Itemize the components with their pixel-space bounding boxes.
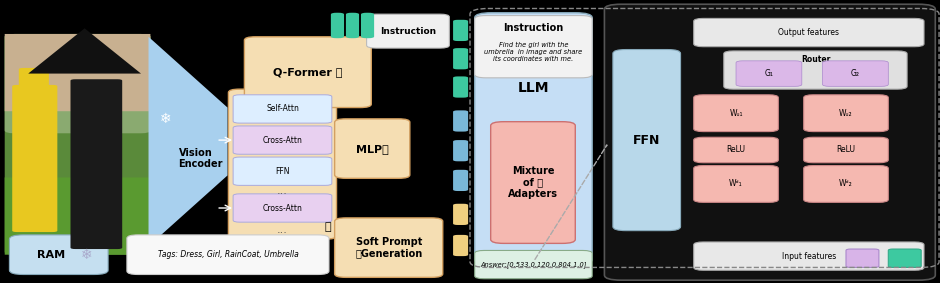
FancyBboxPatch shape bbox=[5, 34, 150, 133]
Text: MLP🔥: MLP🔥 bbox=[356, 143, 388, 154]
FancyBboxPatch shape bbox=[724, 51, 907, 89]
FancyBboxPatch shape bbox=[5, 34, 150, 111]
FancyBboxPatch shape bbox=[361, 13, 374, 38]
FancyBboxPatch shape bbox=[127, 235, 329, 275]
Text: Find the girl with the
umbrella  in image and share
its coordinates with me.: Find the girl with the umbrella in image… bbox=[484, 42, 583, 62]
FancyBboxPatch shape bbox=[19, 68, 49, 108]
Text: Input features: Input features bbox=[782, 252, 836, 261]
FancyBboxPatch shape bbox=[453, 170, 468, 191]
Text: Instruction: Instruction bbox=[380, 27, 436, 36]
Text: 🔥: 🔥 bbox=[324, 222, 331, 232]
Text: Tags: Dress, Girl, RainCoat, Umbrella: Tags: Dress, Girl, RainCoat, Umbrella bbox=[158, 250, 298, 259]
FancyBboxPatch shape bbox=[233, 95, 332, 123]
FancyBboxPatch shape bbox=[694, 137, 778, 163]
FancyBboxPatch shape bbox=[12, 85, 57, 232]
FancyBboxPatch shape bbox=[453, 204, 468, 225]
FancyBboxPatch shape bbox=[736, 61, 802, 86]
Text: Mixture
of 🔥
Adapters: Mixture of 🔥 Adapters bbox=[508, 166, 558, 199]
FancyBboxPatch shape bbox=[694, 18, 924, 47]
FancyBboxPatch shape bbox=[475, 250, 592, 279]
Text: Cross-Attn: Cross-Attn bbox=[262, 136, 303, 145]
Text: Wᵈ₂: Wᵈ₂ bbox=[839, 179, 853, 188]
FancyBboxPatch shape bbox=[244, 37, 371, 108]
FancyBboxPatch shape bbox=[453, 110, 468, 132]
FancyBboxPatch shape bbox=[367, 14, 449, 48]
FancyBboxPatch shape bbox=[604, 4, 935, 280]
Text: Instruction: Instruction bbox=[503, 23, 564, 33]
FancyBboxPatch shape bbox=[233, 126, 332, 154]
Text: Soft Prompt
🔥Generation: Soft Prompt 🔥Generation bbox=[355, 237, 422, 258]
Text: ReLU: ReLU bbox=[727, 145, 745, 155]
FancyBboxPatch shape bbox=[804, 137, 888, 163]
FancyBboxPatch shape bbox=[804, 166, 888, 202]
FancyBboxPatch shape bbox=[822, 61, 888, 86]
FancyBboxPatch shape bbox=[475, 13, 592, 265]
FancyBboxPatch shape bbox=[335, 119, 410, 178]
FancyBboxPatch shape bbox=[453, 140, 468, 161]
FancyBboxPatch shape bbox=[9, 235, 108, 275]
Text: Wᵈ₁: Wᵈ₁ bbox=[729, 179, 743, 188]
Polygon shape bbox=[28, 28, 141, 74]
Text: FFN: FFN bbox=[633, 134, 661, 147]
Text: Cross-Attn: Cross-Attn bbox=[262, 203, 303, 213]
FancyBboxPatch shape bbox=[453, 48, 468, 69]
Text: ReLU: ReLU bbox=[837, 145, 855, 155]
Text: Wᵤ₁: Wᵤ₁ bbox=[729, 109, 743, 118]
FancyBboxPatch shape bbox=[453, 20, 468, 41]
Text: ❄: ❄ bbox=[81, 248, 92, 262]
Text: Answer:[0.533,0.120,0.804,1.0]: Answer:[0.533,0.120,0.804,1.0] bbox=[480, 261, 587, 268]
Text: G₁: G₁ bbox=[764, 69, 774, 78]
Text: Wᵤ₂: Wᵤ₂ bbox=[839, 109, 853, 118]
Text: Output features: Output features bbox=[778, 28, 839, 37]
FancyBboxPatch shape bbox=[331, 13, 344, 38]
Text: G₂: G₂ bbox=[851, 69, 860, 78]
Text: Router: Router bbox=[801, 55, 830, 65]
Text: FFN: FFN bbox=[275, 167, 290, 176]
Text: ❄: ❄ bbox=[551, 49, 568, 68]
Text: ❄: ❄ bbox=[160, 112, 171, 126]
FancyBboxPatch shape bbox=[70, 79, 122, 249]
FancyBboxPatch shape bbox=[694, 95, 778, 132]
FancyBboxPatch shape bbox=[5, 34, 150, 255]
Polygon shape bbox=[149, 37, 227, 246]
FancyBboxPatch shape bbox=[335, 218, 443, 277]
FancyBboxPatch shape bbox=[453, 76, 468, 98]
FancyBboxPatch shape bbox=[228, 89, 337, 239]
FancyBboxPatch shape bbox=[475, 16, 592, 78]
FancyBboxPatch shape bbox=[888, 249, 921, 267]
FancyArrowPatch shape bbox=[535, 145, 607, 260]
Text: Self-Attn: Self-Attn bbox=[266, 104, 299, 113]
FancyBboxPatch shape bbox=[846, 249, 879, 267]
FancyBboxPatch shape bbox=[613, 50, 681, 231]
Text: Q-Former 🔥: Q-Former 🔥 bbox=[274, 67, 342, 77]
FancyBboxPatch shape bbox=[5, 177, 150, 255]
FancyBboxPatch shape bbox=[233, 194, 332, 222]
Text: LLM: LLM bbox=[518, 81, 549, 95]
FancyBboxPatch shape bbox=[491, 122, 575, 243]
Text: ···: ··· bbox=[277, 189, 288, 199]
FancyBboxPatch shape bbox=[694, 166, 778, 202]
Text: ···: ··· bbox=[277, 228, 288, 239]
FancyBboxPatch shape bbox=[453, 235, 468, 256]
FancyBboxPatch shape bbox=[233, 157, 332, 185]
FancyBboxPatch shape bbox=[346, 13, 359, 38]
FancyBboxPatch shape bbox=[694, 242, 924, 270]
Text: Vision
Encoder: Vision Encoder bbox=[179, 148, 223, 169]
Text: RAM: RAM bbox=[37, 250, 65, 260]
FancyBboxPatch shape bbox=[804, 95, 888, 132]
